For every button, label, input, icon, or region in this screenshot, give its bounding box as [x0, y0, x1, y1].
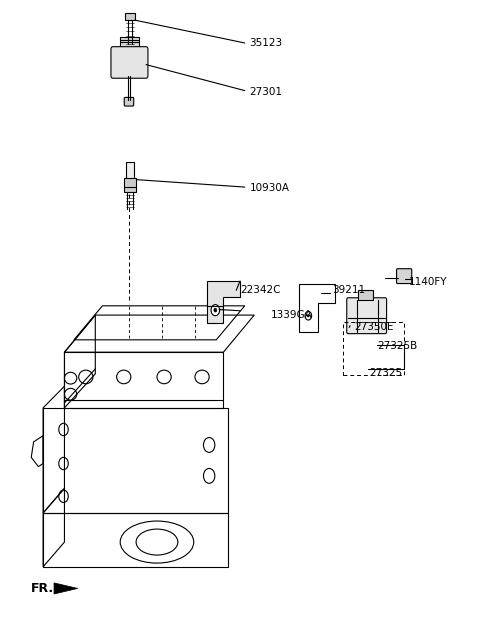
Text: 27325: 27325 — [369, 368, 402, 378]
Text: 35123: 35123 — [250, 38, 283, 48]
Text: 22342C: 22342C — [240, 285, 280, 295]
Bar — [358, 290, 373, 300]
Circle shape — [307, 314, 309, 317]
Text: 27301: 27301 — [250, 87, 283, 97]
Text: 39211: 39211 — [333, 285, 366, 295]
Text: 27325B: 27325B — [378, 341, 418, 351]
FancyBboxPatch shape — [124, 97, 134, 106]
Polygon shape — [54, 583, 78, 594]
Circle shape — [211, 305, 219, 316]
FancyBboxPatch shape — [347, 298, 386, 334]
Circle shape — [305, 311, 312, 320]
Bar — [120, 37, 139, 49]
Bar — [126, 162, 134, 180]
FancyBboxPatch shape — [396, 269, 412, 283]
Text: 10930A: 10930A — [250, 183, 289, 193]
Text: 27350E: 27350E — [354, 323, 394, 333]
Polygon shape — [207, 281, 240, 323]
Text: 1339GA: 1339GA — [271, 310, 312, 320]
FancyBboxPatch shape — [111, 47, 148, 78]
Text: FR.: FR. — [31, 582, 54, 595]
Text: 1140FY: 1140FY — [408, 277, 447, 287]
Bar — [125, 12, 135, 20]
Bar — [124, 178, 136, 192]
Circle shape — [214, 308, 217, 312]
